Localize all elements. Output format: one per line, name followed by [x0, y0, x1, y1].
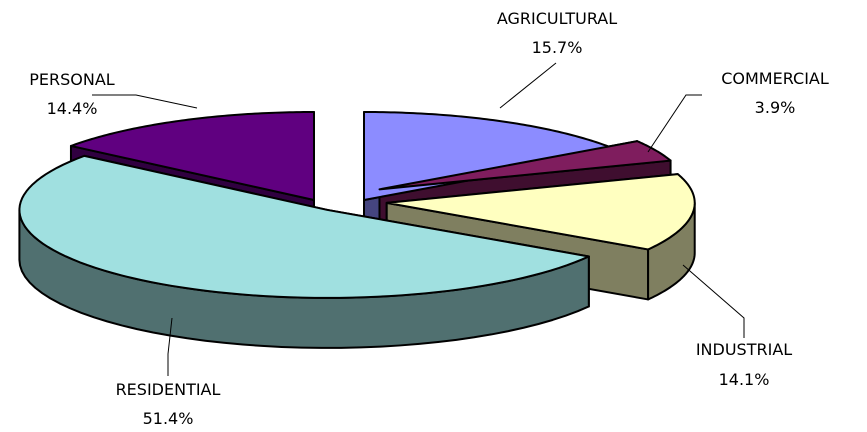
slice-residential [18, 154, 590, 299]
leader-line-industrial [682, 264, 745, 338]
pie-top-faces [18, 111, 696, 299]
slice-name-commercial: COMMERCIAL [721, 69, 829, 88]
leader-line-personal [92, 94, 198, 109]
slice-agricultural [363, 111, 623, 201]
slice-name-industrial: INDUSTRIAL [696, 340, 792, 359]
slice-percent-industrial: 14.1% [719, 370, 770, 389]
slice-personal [69, 111, 315, 201]
slice-name-residential: RESIDENTIAL [116, 380, 221, 399]
slice-percent-personal: 14.4% [47, 99, 98, 118]
slice-percent-commercial: 3.9% [755, 98, 796, 117]
slice-percent-agricultural: 15.7% [532, 38, 583, 57]
leader-line-agricultural [499, 62, 557, 109]
slice-industrial [385, 173, 696, 251]
slice-name-personal: PERSONAL [29, 70, 115, 89]
leader-line-residential [167, 317, 173, 376]
slice-name-agricultural: AGRICULTURAL [497, 9, 617, 28]
leader-line-commercial [647, 94, 702, 153]
slice-commercial [378, 140, 672, 191]
slice-percent-residential: 51.4% [143, 409, 194, 428]
label-leader-lines [92, 62, 745, 376]
